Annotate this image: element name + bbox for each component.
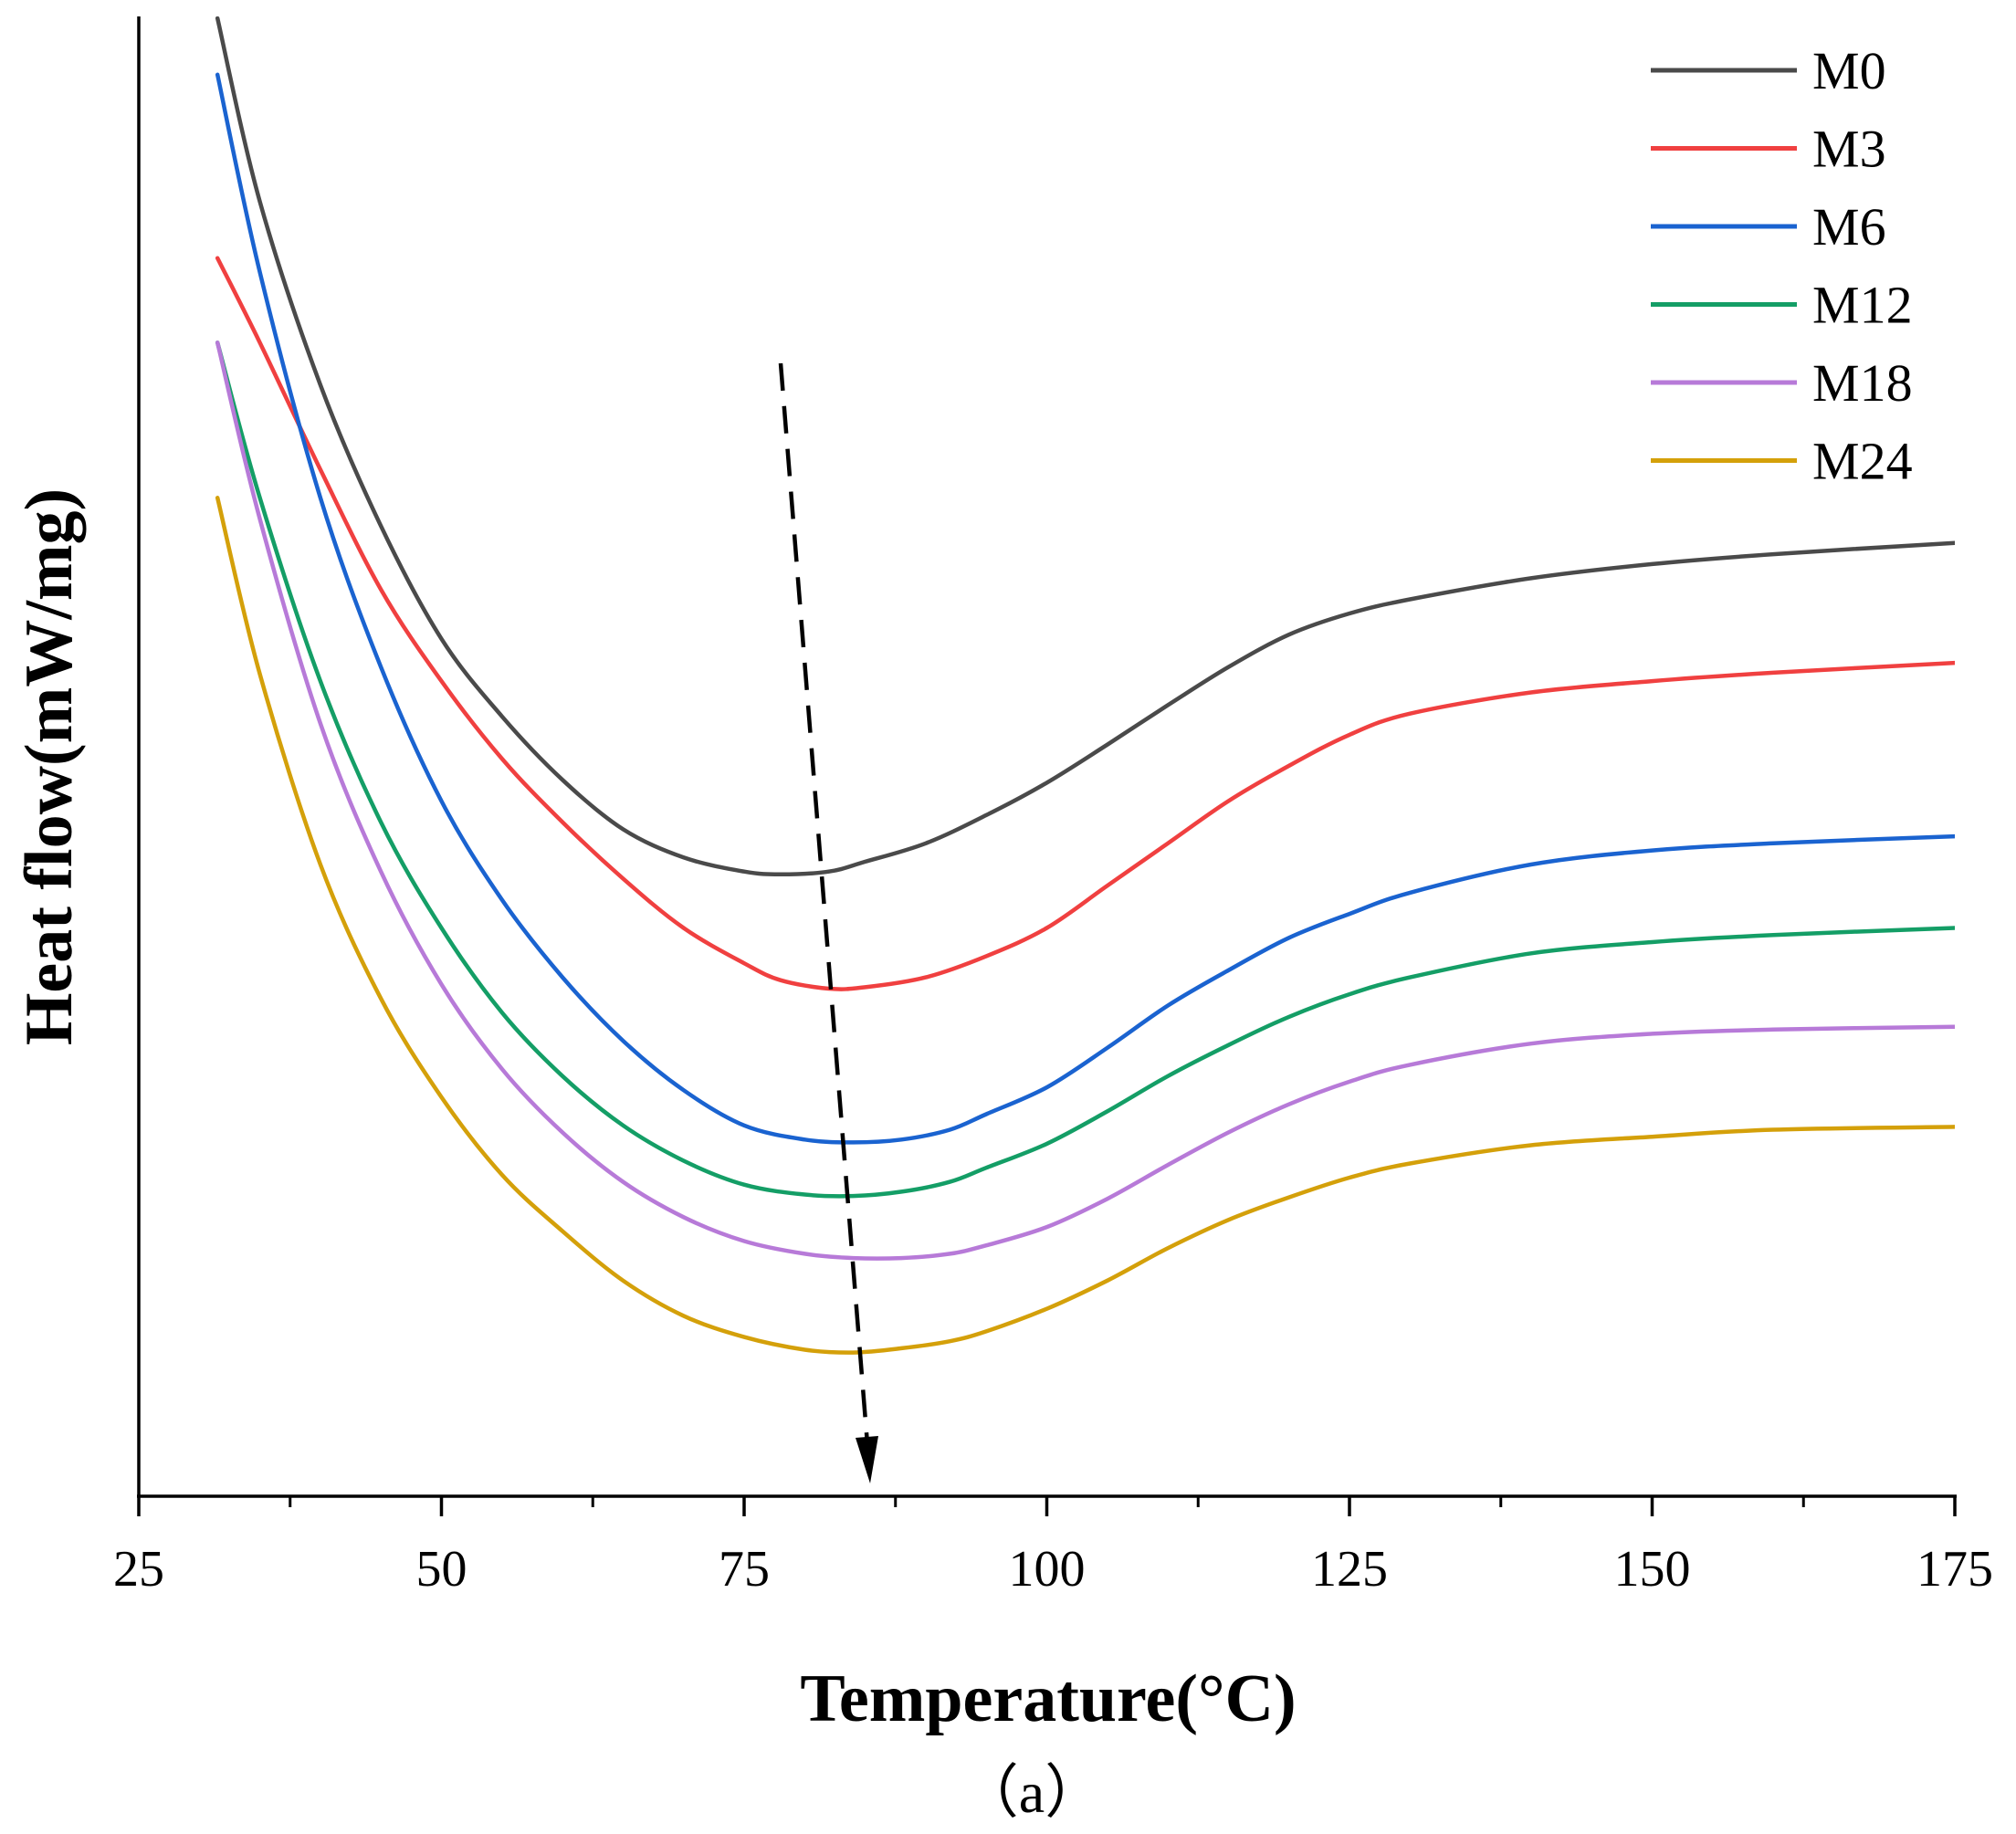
x-tick-label: 25 bbox=[113, 1541, 164, 1598]
trend-arrow-annotation bbox=[778, 362, 878, 1483]
x-tick-label: 150 bbox=[1614, 1541, 1691, 1598]
x-tick-label: 75 bbox=[719, 1541, 770, 1598]
legend-label-m3: M3 bbox=[1812, 120, 1886, 179]
x-tick-label: 125 bbox=[1311, 1541, 1388, 1598]
legend: M0 M3 M6 M12 M18 M24 bbox=[1651, 41, 1913, 491]
x-axis-title: Temperature(°C) bbox=[800, 1661, 1296, 1736]
series-line-m12 bbox=[215, 341, 1955, 1199]
series-layer bbox=[215, 16, 1955, 1355]
series-line-m24 bbox=[215, 496, 1955, 1355]
x-ticks: 25 50 75 100 125 150 175 bbox=[113, 1496, 1993, 1598]
series-line-m0 bbox=[215, 16, 1955, 877]
y-axis-title: Heat flow(mW/mg) bbox=[12, 488, 87, 1045]
x-tick-label: 50 bbox=[416, 1541, 467, 1598]
x-tick-label: 175 bbox=[1916, 1541, 1993, 1598]
series-line-m18 bbox=[215, 341, 1955, 1261]
legend-label-m6: M6 bbox=[1812, 197, 1886, 257]
series-line-m6 bbox=[215, 72, 1955, 1145]
axes bbox=[137, 16, 1957, 1498]
legend-label-m0: M0 bbox=[1812, 41, 1886, 100]
legend-label-m12: M12 bbox=[1812, 276, 1913, 335]
legend-label-m18: M18 bbox=[1812, 353, 1913, 413]
trend-arrow-head bbox=[856, 1436, 878, 1483]
series-line-m3 bbox=[215, 256, 1955, 991]
trend-arrow-shaft bbox=[778, 362, 870, 1445]
legend-label-m24: M24 bbox=[1812, 432, 1913, 491]
x-tick-label: 100 bbox=[1009, 1541, 1086, 1598]
figure-caption: （a） bbox=[961, 1760, 1103, 1825]
